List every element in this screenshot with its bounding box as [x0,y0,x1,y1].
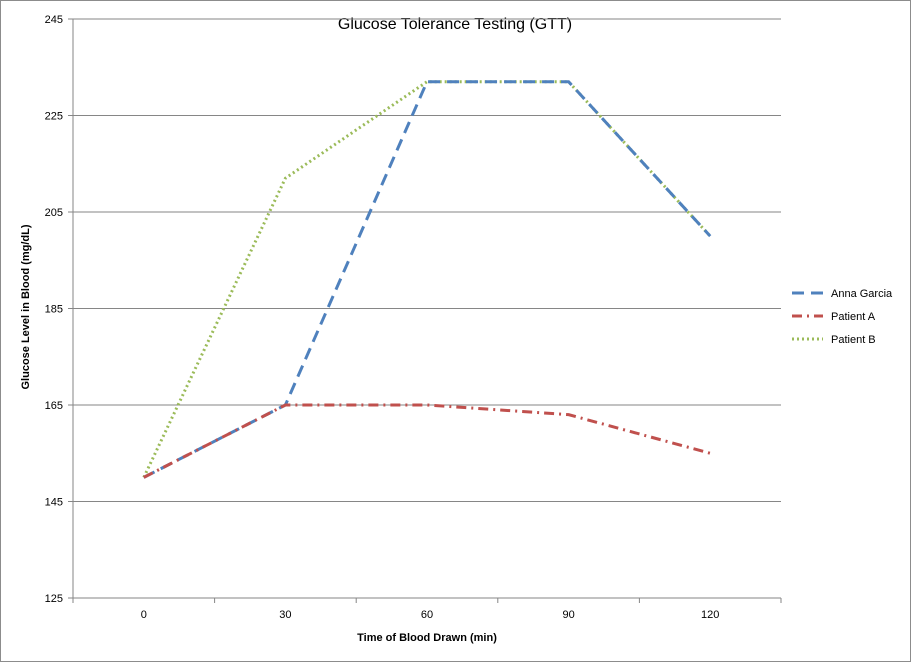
y-tick-label: 165 [45,400,63,412]
y-tick-label: 145 [45,497,63,509]
y-tick-label: 185 [45,304,63,316]
series-line-patient-a [143,403,711,479]
series-line-anna-garcia [143,80,712,479]
legend-label: Anna Garcia [831,288,893,300]
chart-title: Glucose Tolerance Testing (GTT) [338,16,572,33]
legend-label: Patient A [831,311,876,323]
x-tick-label: 30 [279,609,291,621]
y-axis-label: Glucose Level in Blood (mg/dL) [20,224,32,389]
legend: Anna Garcia Patient A Patient B [792,288,893,346]
x-tick-label: 120 [701,609,719,621]
axes: 125 145 165 185 205 225 245 0 30 60 90 120 [45,14,782,621]
legend-label: Patient B [831,334,876,346]
series-line-patient-b [142,80,712,479]
x-axis-label: Time of Blood Drawn (min) [357,632,497,644]
y-tick-label: 245 [45,14,63,26]
y-tick-label: 125 [45,593,63,605]
x-tick-label: 0 [141,609,147,621]
series-lines [142,80,712,479]
x-tick-label: 90 [562,609,574,621]
y-tick-label: 205 [45,207,63,219]
y-tick-label: 225 [45,111,63,123]
gridlines [73,18,781,502]
x-tick-label: 60 [421,609,433,621]
